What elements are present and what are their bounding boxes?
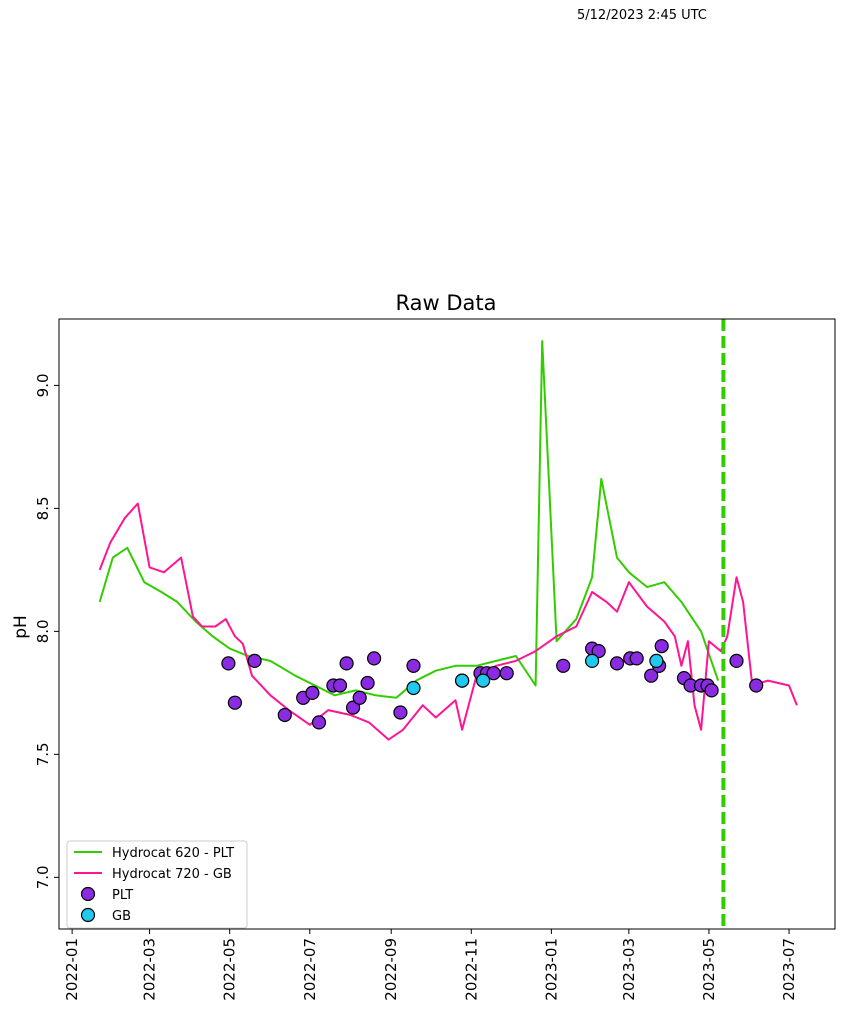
- scatter-point-gb: [584, 653, 600, 669]
- scatter-point-plt: [704, 683, 719, 698]
- legend: Hydrocat 620 - PLT Hydrocat 720 - GB PLT GB: [66, 840, 248, 929]
- x-tick-label: 2022-01: [63, 938, 81, 1001]
- scatter-point-plt: [277, 707, 292, 723]
- y-axis-label: pH: [11, 615, 31, 639]
- scatter-point-plt: [406, 658, 421, 673]
- scatter-point-plt: [227, 695, 242, 710]
- x-tick-label: 2023-05: [700, 938, 718, 1001]
- scatter-point-gb: [476, 673, 491, 688]
- scatter-point-plt: [591, 643, 606, 659]
- scatter-point-plt: [629, 651, 644, 666]
- y-tick-label: 7.5: [34, 742, 52, 766]
- scatter-point-plt: [311, 715, 327, 730]
- scatter-point-plt: [352, 690, 367, 705]
- x-tick-label: 2023-01: [542, 938, 560, 1001]
- axes: 7.0 7.5 8.0 8.5 9.0 2022-01 2022-03 2022-05 2022…: [34, 373, 798, 1000]
- scatter-point-plt: [729, 653, 744, 669]
- scatter-point-plt: [360, 675, 375, 691]
- legend-label: Hydrocat 720 - GB: [112, 867, 232, 882]
- scatter-point-plt: [654, 638, 669, 654]
- x-tick-label: 2022-03: [141, 938, 159, 1001]
- scatter-point-plt: [556, 658, 571, 673]
- chart-title: Raw Data: [396, 291, 497, 315]
- scatter-point-plt: [305, 685, 320, 701]
- x-tick-label: 2022-11: [462, 938, 480, 1001]
- y-tick-label: 8.0: [34, 619, 52, 643]
- x-tick-label: 2022-05: [221, 938, 239, 1001]
- scatter-point-plt: [644, 668, 659, 683]
- legend-box: [66, 840, 248, 929]
- scatter-point-plt: [221, 656, 236, 671]
- x-tick-label: 2022-07: [301, 938, 319, 1001]
- legend-marker-swatch: [80, 886, 96, 902]
- scatter-point-plt: [346, 700, 361, 715]
- series-line-2: [98, 502, 798, 741]
- scatter-point-plt: [247, 653, 262, 669]
- legend-label: GB: [112, 909, 131, 924]
- x-tick-label: 2023-03: [620, 938, 638, 1001]
- scatter-point-gb: [455, 673, 470, 688]
- timestamp: 5/12/2023 2:45 UTC: [577, 8, 707, 23]
- legend-label: PLT: [112, 888, 133, 903]
- plot-area: [98, 319, 798, 929]
- series-line-1: [98, 340, 720, 699]
- x-tick-label: 2022-09: [382, 938, 400, 1001]
- y-tick-label: 7.0: [34, 865, 52, 889]
- y-tick-label: 9.0: [34, 373, 52, 397]
- scatter-point-plt: [367, 651, 382, 666]
- scatter-point-plt: [332, 678, 348, 693]
- scatter-point-plt: [609, 656, 625, 671]
- legend-label: Hydrocat 620 - PLT: [112, 846, 234, 861]
- scatter-point-plt: [499, 666, 514, 681]
- scatter-point-gb: [649, 653, 664, 669]
- legend-marker-swatch: [80, 907, 96, 923]
- plot-frame: [58, 318, 836, 930]
- x-tick-label: 2023-07: [780, 938, 798, 1001]
- y-tick-label: 8.5: [34, 496, 52, 520]
- scatter-point-plt: [749, 678, 764, 693]
- scatter-point-plt: [339, 656, 354, 671]
- scatter-point-gb: [406, 680, 421, 696]
- scatter-point-plt: [393, 705, 408, 720]
